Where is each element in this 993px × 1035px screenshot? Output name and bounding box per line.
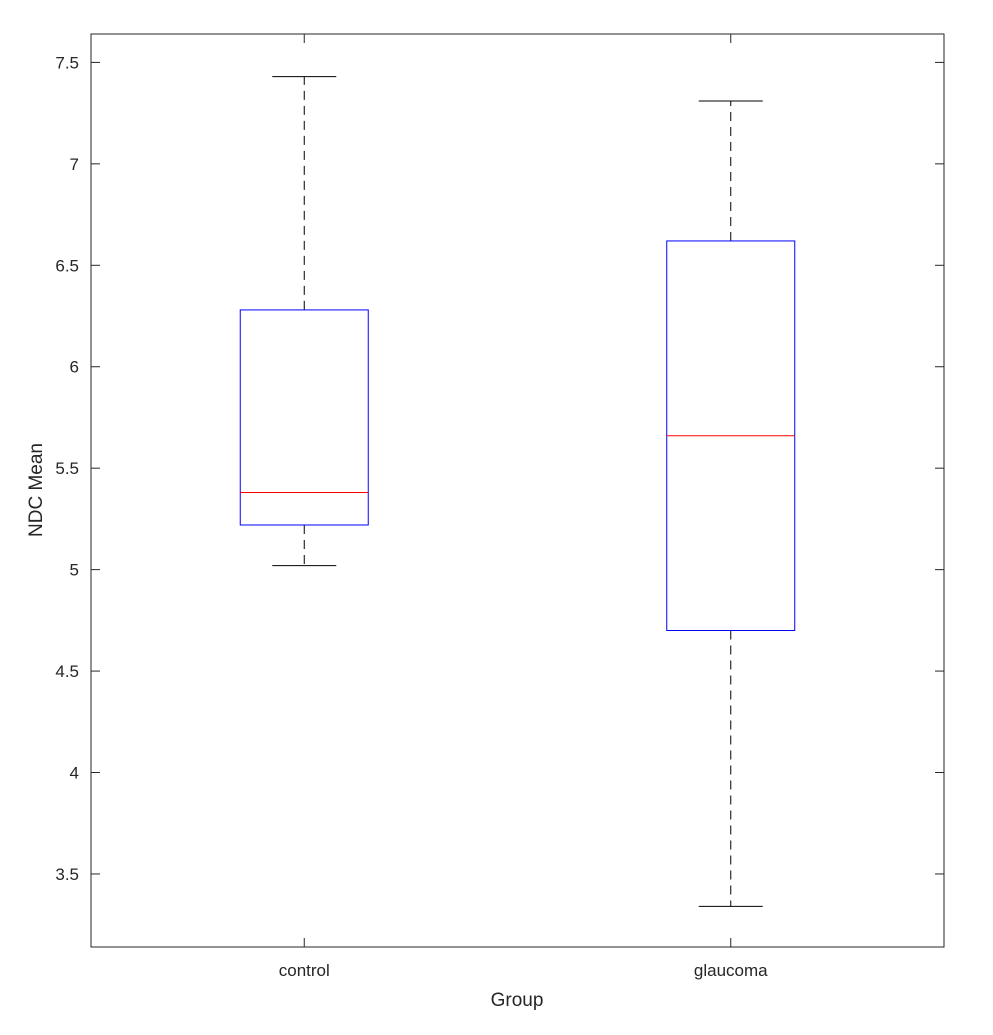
y-tick-label: 4.5 (55, 662, 79, 681)
y-tick-label: 6.5 (55, 256, 79, 275)
y-tick-label: 5.5 (55, 459, 79, 478)
y-tick-label: 7.5 (55, 53, 79, 72)
y-tick-label: 5 (70, 561, 79, 580)
box-glaucoma (666, 100, 796, 907)
x-tick-label: glaucoma (694, 961, 768, 980)
y-tick-label: 3.5 (55, 865, 79, 884)
plot-area (90, 33, 945, 948)
interquartile-box (239, 309, 369, 526)
x-axis: control glaucoma (279, 34, 768, 980)
x-axis-title: Group (491, 990, 544, 1011)
y-tick-label: 4 (70, 764, 79, 783)
box-control (239, 76, 369, 567)
x-tick-label: control (279, 961, 330, 980)
box-series (239, 76, 796, 907)
y-tick-label: 7 (70, 155, 79, 174)
y-tick-label: 6 (70, 358, 79, 377)
y-axis: 3.5 4 4.5 5 5.5 6 6.5 7 7.5 (55, 53, 944, 884)
y-axis-title: NDC Mean (26, 443, 47, 537)
